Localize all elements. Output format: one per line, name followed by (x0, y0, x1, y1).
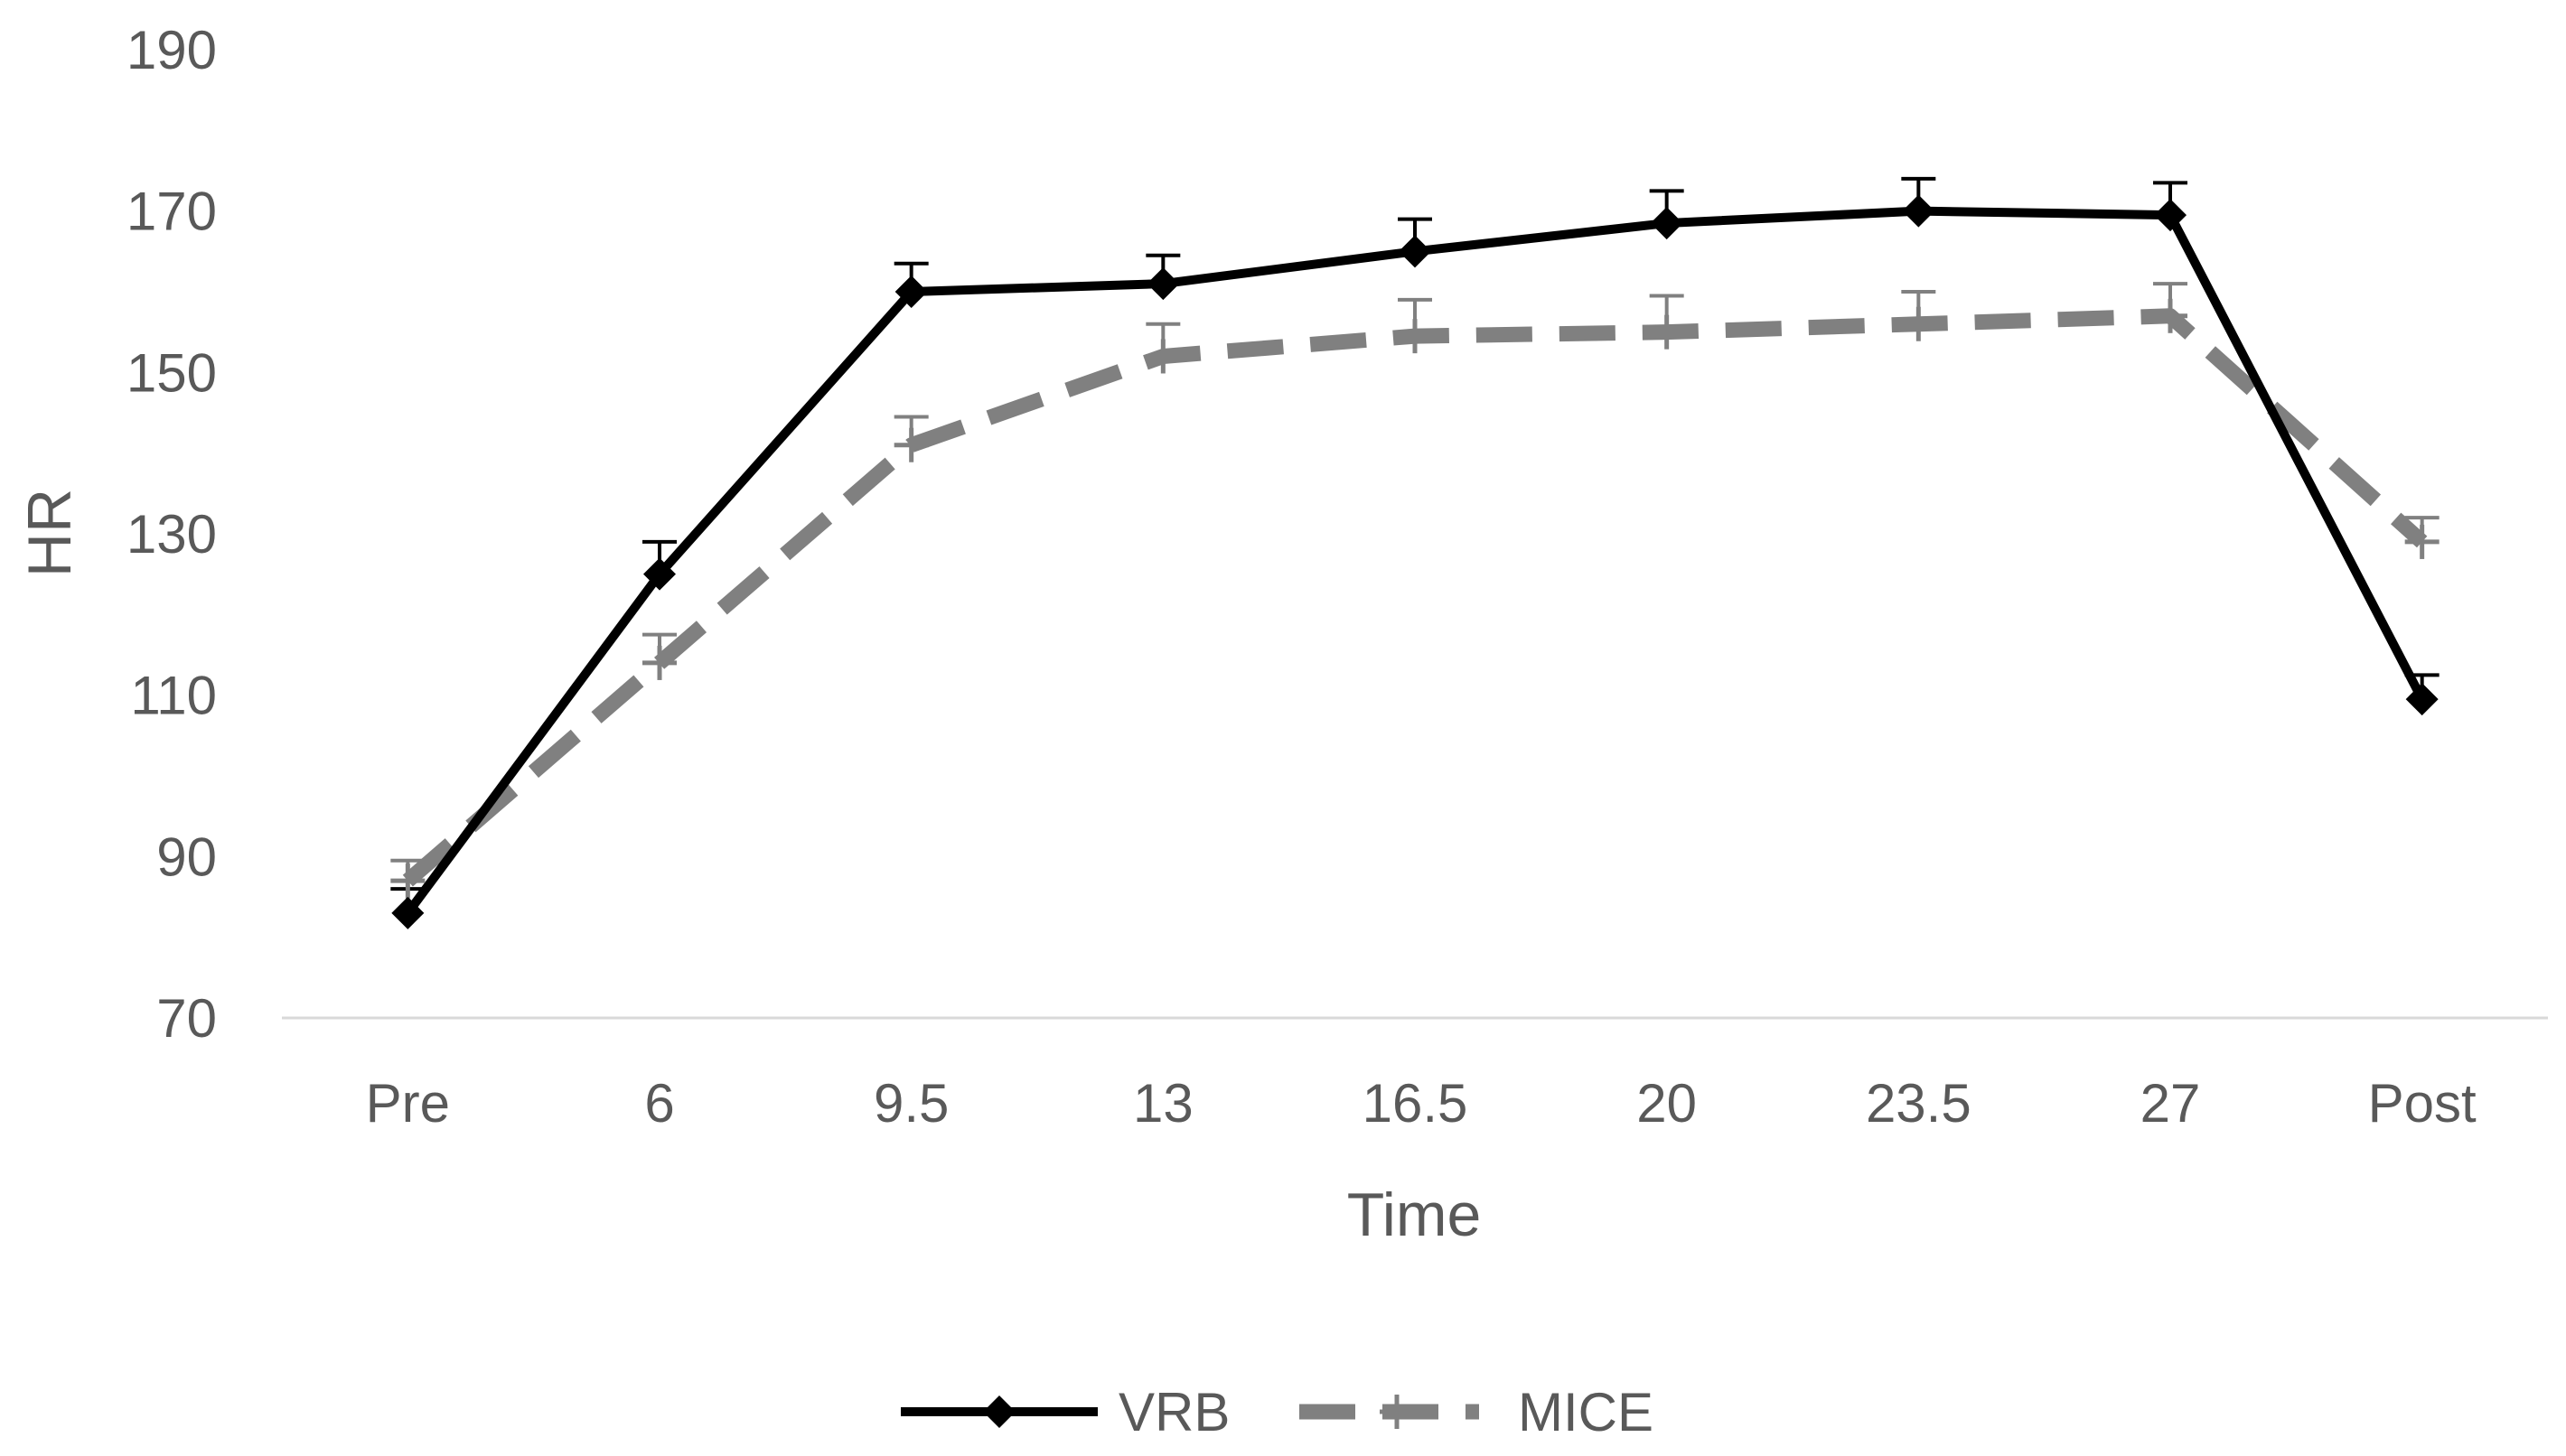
x-axis-title: Time (1347, 1181, 1482, 1249)
vrb-point-5 (1650, 207, 1683, 240)
legend-label-vrb: VRB (1119, 1382, 1230, 1442)
mice-series-line (402, 308, 2428, 887)
legend: VRB MICE (901, 1382, 1653, 1442)
mice-point-4 (1398, 319, 1432, 354)
x-tick-label-13: 13 (1133, 1073, 1194, 1134)
x-tick-label-20: 20 (1636, 1073, 1697, 1134)
legend-marker-mice (1380, 1395, 1414, 1429)
legend-item-vrb: VRB (901, 1382, 1230, 1442)
x-tick-label-16.5: 16.5 (1363, 1073, 1468, 1134)
mice-point-3 (1146, 339, 1181, 374)
vrb-point-3 (1147, 267, 1180, 301)
y-tick-label-190: 190 (126, 20, 217, 80)
mice-point-2 (894, 427, 929, 462)
x-tick-label-9.5: 9.5 (874, 1073, 949, 1134)
y-tick-label-150: 150 (126, 342, 217, 403)
legend-item-mice: MICE (1299, 1382, 1653, 1442)
legend-marker-vrb (983, 1395, 1016, 1428)
x-tick-label-23.5: 23.5 (1866, 1073, 1971, 1134)
vrb-point-6 (1902, 194, 1935, 228)
mice-point-5 (1649, 314, 1684, 350)
y-tick-label-90: 90 (156, 826, 217, 887)
vrb-point-0 (391, 896, 425, 929)
mice-point-1 (642, 645, 677, 680)
vrb-point-4 (1399, 235, 1431, 268)
y-tick-label-110: 110 (130, 666, 217, 726)
legend-label-mice: MICE (1518, 1382, 1653, 1442)
y-tick-label-170: 170 (126, 182, 217, 242)
mice-point-8 (2404, 524, 2440, 559)
mice-point-0 (390, 863, 426, 899)
y-axis-title: HR (15, 489, 84, 577)
y-tick-label-130: 130 (126, 504, 217, 565)
vrb-point-1 (643, 557, 676, 591)
marker-layer (390, 194, 2440, 929)
vrb-point-7 (2154, 199, 2187, 232)
axis-layer: 70 90 110 130 150 170 190 Pre 6 9.5 13 16.5 20 23.5 27… (126, 20, 2548, 1134)
vrb-point-2 (894, 275, 928, 308)
vrb-point-8 (2405, 683, 2439, 716)
x-tick-label-Pre: Pre (366, 1073, 450, 1134)
error-bar-layer (390, 176, 2440, 913)
mice-point-6 (1901, 306, 1936, 341)
y-tick-label-70: 70 (156, 988, 217, 1049)
x-tick-label-27: 27 (2140, 1073, 2201, 1134)
x-tick-label-Post: Post (2368, 1073, 2477, 1134)
mice-point-7 (2153, 298, 2187, 333)
x-tick-label-6: 6 (644, 1073, 674, 1134)
